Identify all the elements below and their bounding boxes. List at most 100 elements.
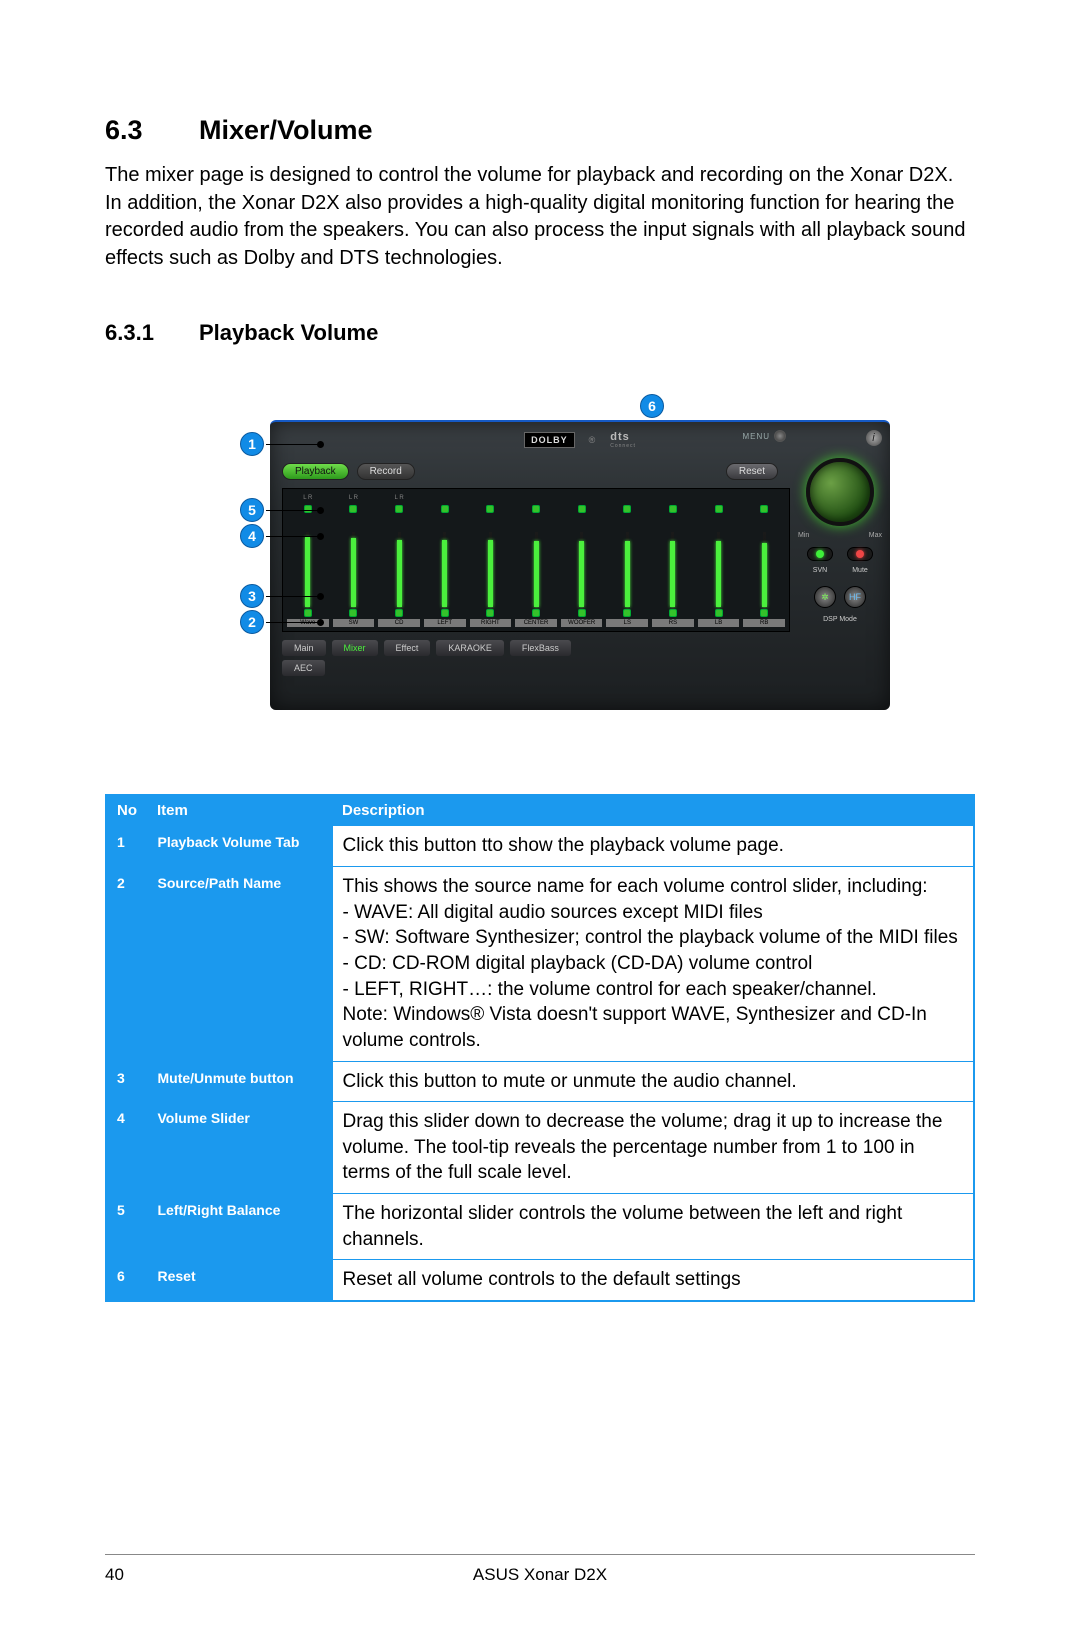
aec-tab[interactable]: AEC	[282, 660, 325, 676]
mute-button[interactable]	[715, 609, 723, 617]
cell-no: 1	[106, 826, 147, 867]
volume-slider[interactable]	[763, 532, 766, 607]
info-button[interactable]: i	[866, 430, 882, 446]
lr-label: L R	[395, 495, 404, 503]
channel-label: LS	[606, 619, 648, 627]
mute-button[interactable]	[578, 609, 586, 617]
cell-item: Source/Path Name	[147, 867, 332, 1061]
mute-button[interactable]	[441, 609, 449, 617]
table-row: 4Volume SliderDrag this slider down to d…	[106, 1102, 974, 1194]
callout-line	[266, 444, 320, 445]
channel-rs: RS	[652, 495, 694, 627]
volume-slider[interactable]	[443, 532, 446, 607]
callout-6: 6	[640, 394, 664, 418]
mute-button[interactable]	[532, 609, 540, 617]
callout-5: 5	[240, 498, 264, 522]
mute-label: Mute	[847, 567, 873, 574]
section-number: 6.3	[105, 115, 199, 146]
footer-doc-title: ASUS Xonar D2X	[155, 1565, 925, 1585]
description-table: No Item Description 1Playback Volume Tab…	[105, 794, 975, 1302]
header-item: Item	[147, 795, 332, 826]
callout-4: 4	[240, 524, 264, 548]
balance-slider[interactable]	[441, 505, 449, 513]
balance-slider[interactable]	[623, 505, 631, 513]
volume-slider[interactable]	[398, 532, 401, 607]
svn-label: SVN	[807, 567, 833, 574]
mute-button[interactable]	[349, 609, 357, 617]
channel-ls: LS	[606, 495, 648, 627]
channel-center: CENTER	[515, 495, 557, 627]
page-tab-main[interactable]: Main	[282, 640, 326, 656]
master-volume-knob[interactable]	[806, 458, 874, 526]
balance-slider[interactable]	[578, 505, 586, 513]
subsection-heading: 6.3.1Playback Volume	[105, 320, 975, 346]
volume-slider[interactable]	[535, 532, 538, 607]
volume-slider[interactable]	[489, 532, 492, 607]
cell-item: Reset	[147, 1260, 332, 1301]
dsp-dot-2[interactable]: HF	[844, 586, 866, 608]
page-tab-karaoke[interactable]: KARAOKE	[436, 640, 504, 656]
section-heading: 6.3Mixer/Volume	[105, 115, 975, 146]
app-top-bar: DOLBY ® dts Connect MENU i	[270, 422, 890, 458]
balance-slider[interactable]	[486, 505, 494, 513]
mute-button[interactable]	[760, 609, 768, 617]
channel-woofer: WOOFER	[561, 495, 603, 627]
balance-slider[interactable]	[532, 505, 540, 513]
channel-label: SW	[333, 619, 375, 627]
volume-slider[interactable]	[626, 532, 629, 607]
footer-rule	[105, 1554, 975, 1555]
channel-label: LEFT	[424, 619, 466, 627]
balance-slider[interactable]	[715, 505, 723, 513]
reset-button[interactable]: Reset	[726, 463, 778, 480]
playback-tab[interactable]: Playback	[282, 463, 349, 480]
cell-no: 3	[106, 1061, 147, 1102]
cell-description: The horizontal slider controls the volum…	[332, 1194, 974, 1260]
balance-slider[interactable]	[349, 505, 357, 513]
subsection-title: Playback Volume	[199, 320, 378, 345]
channel-cd: L RCD	[378, 495, 420, 627]
channel-label: RB	[743, 619, 785, 627]
mute-button[interactable]	[623, 609, 631, 617]
table-row: 5Left/Right BalanceThe horizontal slider…	[106, 1194, 974, 1260]
volume-slider[interactable]	[352, 532, 355, 607]
record-tab[interactable]: Record	[357, 463, 415, 480]
menu-button[interactable]	[774, 430, 786, 442]
section-title: Mixer/Volume	[199, 115, 373, 145]
balance-slider[interactable]	[304, 505, 312, 513]
cell-description: Reset all volume controls to the default…	[332, 1260, 974, 1301]
channel-label: LB	[698, 619, 740, 627]
mute-led[interactable]	[847, 547, 873, 561]
cell-item: Playback Volume Tab	[147, 826, 332, 867]
svn-mute-row	[807, 547, 873, 561]
cell-description: Drag this slider down to decrease the vo…	[332, 1102, 974, 1194]
balance-slider[interactable]	[669, 505, 677, 513]
volume-slider[interactable]	[671, 532, 674, 607]
mixer-channel-strip: L RWaveL RSWL RCDLEFTRIGHTCENTERWOOFERLS…	[282, 488, 790, 632]
table-row: 1Playback Volume TabClick this button tt…	[106, 826, 974, 867]
page-footer: 40 ASUS Xonar D2X	[105, 1565, 975, 1585]
cell-description: Click this button tto show the playback …	[332, 826, 974, 867]
cell-description: This shows the source name for each volu…	[332, 867, 974, 1061]
cell-item: Mute/Unmute button	[147, 1061, 332, 1102]
mute-button[interactable]	[669, 609, 677, 617]
menu-label: MENU	[742, 432, 770, 441]
dsp-dot-1[interactable]: ✲	[814, 586, 836, 608]
lr-label: L R	[349, 495, 358, 503]
mute-button[interactable]	[304, 609, 312, 617]
mute-button[interactable]	[395, 609, 403, 617]
volume-slider[interactable]	[580, 532, 583, 607]
balance-slider[interactable]	[395, 505, 403, 513]
page-number: 40	[105, 1565, 155, 1585]
callout-line	[266, 596, 320, 597]
volume-slider[interactable]	[717, 532, 720, 607]
svn-led[interactable]	[807, 547, 833, 561]
page-tab-mixer[interactable]: Mixer	[332, 640, 378, 656]
page-tab-effect[interactable]: Effect	[384, 640, 431, 656]
intro-paragraph: The mixer page is designed to control th…	[105, 162, 975, 272]
page-tab-flexbass[interactable]: FlexBass	[510, 640, 571, 656]
channel-label: RIGHT	[470, 619, 512, 627]
channel-label: CENTER	[515, 619, 557, 627]
balance-slider[interactable]	[760, 505, 768, 513]
mute-button[interactable]	[486, 609, 494, 617]
channel-left: LEFT	[424, 495, 466, 627]
